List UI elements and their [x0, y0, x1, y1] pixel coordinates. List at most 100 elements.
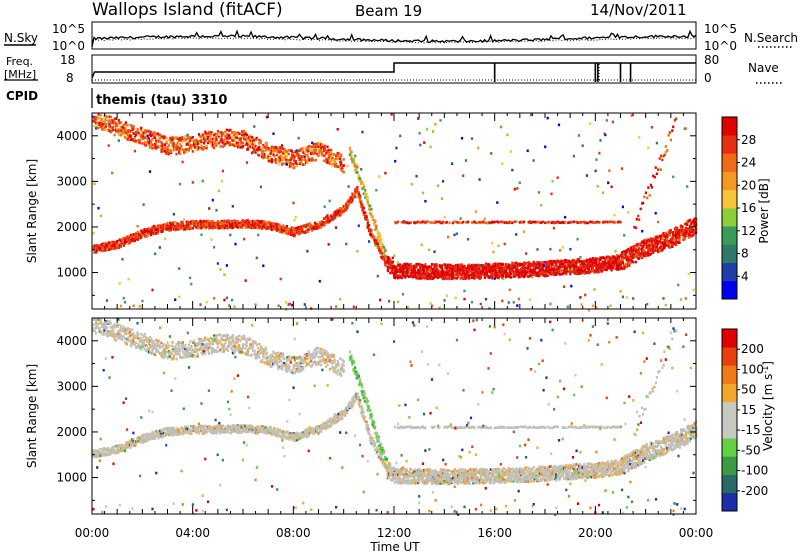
- echo-pixel: [386, 269, 389, 273]
- echo-pixel: [118, 244, 121, 248]
- echo-pixel: [614, 250, 617, 253]
- echo-pixel: [231, 136, 234, 140]
- echo-pixel: [643, 252, 646, 255]
- echo-pixel: [123, 301, 127, 304]
- echo-pixel: [440, 274, 443, 277]
- echo-pixel: [428, 273, 431, 276]
- echo-pixel: [375, 241, 378, 244]
- freq-spikes: [493, 63, 632, 82]
- echo-pixel: [262, 149, 265, 153]
- echo-pixel: [538, 263, 541, 267]
- echo-pixel: [340, 207, 343, 211]
- echo-pixel: [109, 333, 112, 337]
- echo-pixel: [202, 141, 206, 145]
- echo-pixel: [521, 263, 524, 267]
- echo-pixel: [513, 272, 516, 276]
- echo-pixel: [451, 276, 454, 280]
- echo-pixel: [164, 223, 167, 226]
- echo-pixel: [529, 298, 532, 301]
- echo-pixel: [209, 223, 212, 226]
- echo-pixel: [491, 276, 494, 280]
- echo-pixel: [396, 276, 400, 280]
- echo-pixel: [143, 133, 147, 137]
- echo-pixel: [148, 144, 152, 147]
- echo-pixel: [555, 260, 558, 264]
- echo-pixel: [258, 226, 261, 230]
- echo-pixel: [389, 265, 392, 269]
- echo-pixel: [233, 305, 236, 308]
- echo-pixel: [638, 252, 641, 255]
- echo-pixel: [672, 175, 675, 179]
- echo-pixel: [477, 263, 480, 267]
- echo-pixel: [97, 113, 100, 116]
- echo-pixel: [658, 246, 661, 250]
- echo-pixel: [605, 268, 608, 272]
- echo-pixel: [370, 213, 373, 216]
- echo-pixel: [550, 265, 553, 268]
- echo-pixel: [398, 274, 401, 277]
- echo-pixel: [677, 233, 680, 236]
- echo-pixel: [302, 163, 305, 166]
- echo-pixel: [154, 252, 157, 256]
- echo-pixel: [132, 127, 135, 131]
- echo-pixel: [154, 142, 157, 146]
- echo-pixel: [244, 279, 247, 282]
- echo-pixel: [103, 327, 106, 331]
- echo-pixel: [459, 269, 462, 272]
- echo-pixel: [666, 149, 669, 152]
- echo-pixel: [497, 276, 500, 280]
- echo-pixel: [595, 306, 598, 309]
- echo-pixel: [370, 207, 373, 211]
- echo-pixel: [105, 248, 109, 252]
- echo-pixel: [103, 446, 106, 450]
- echo-pixel: [633, 225, 636, 229]
- echo-pixel: [613, 213, 616, 217]
- echo-pixel: [219, 137, 222, 140]
- echo-pixel: [285, 228, 288, 232]
- colorbar-tick-label: 16: [741, 201, 756, 215]
- echo-pixel: [248, 140, 251, 144]
- echo-pixel: [307, 151, 310, 155]
- echo-pixel: [331, 214, 334, 217]
- echo-pixel: [502, 268, 505, 271]
- echo-pixel: [127, 237, 130, 240]
- echo-pixel: [243, 131, 246, 134]
- echo-pixel: [679, 233, 682, 236]
- echo-pixel: [180, 144, 183, 148]
- echo-pixel: [275, 224, 279, 228]
- echo-pixel: [172, 137, 175, 140]
- echo-pixel: [414, 271, 417, 275]
- echo-pixel: [235, 136, 238, 140]
- echo-pixel: [403, 220, 406, 223]
- echo-pixel: [671, 238, 674, 241]
- echo-pixel: [105, 243, 109, 246]
- echo-pixel: [179, 152, 182, 155]
- echo-pixel: [644, 191, 647, 195]
- echo-pixel: [672, 125, 675, 129]
- echo-pixel: [478, 276, 481, 280]
- echo-pixel: [400, 269, 403, 273]
- echo-pixel: [434, 263, 437, 266]
- echo-pixel: [362, 183, 365, 187]
- echo-pixel: [613, 264, 616, 267]
- echo-pixel: [184, 149, 187, 152]
- echo-pixel: [167, 144, 170, 147]
- echo-pixel: [455, 232, 458, 235]
- echo-pixel: [92, 455, 95, 458]
- echo-pixel: [138, 134, 141, 137]
- echo-pixel: [170, 223, 173, 226]
- echo-pixel: [145, 144, 148, 147]
- echo-pixel: [553, 273, 557, 276]
- echo-pixel: [151, 133, 154, 137]
- echo-pixel: [459, 263, 462, 266]
- echo-pixel: [174, 224, 177, 227]
- echo-pixel: [323, 223, 326, 226]
- echo-pixel: [171, 141, 174, 145]
- echo-pixel: [518, 273, 521, 276]
- echo-pixel: [325, 151, 328, 155]
- echo-pixel: [181, 160, 184, 164]
- echo-pixel: [545, 274, 548, 277]
- echo-pixel: [496, 272, 499, 275]
- echo-pixel: [150, 130, 153, 134]
- power-colorbar-label: Power [dB]: [757, 178, 771, 243]
